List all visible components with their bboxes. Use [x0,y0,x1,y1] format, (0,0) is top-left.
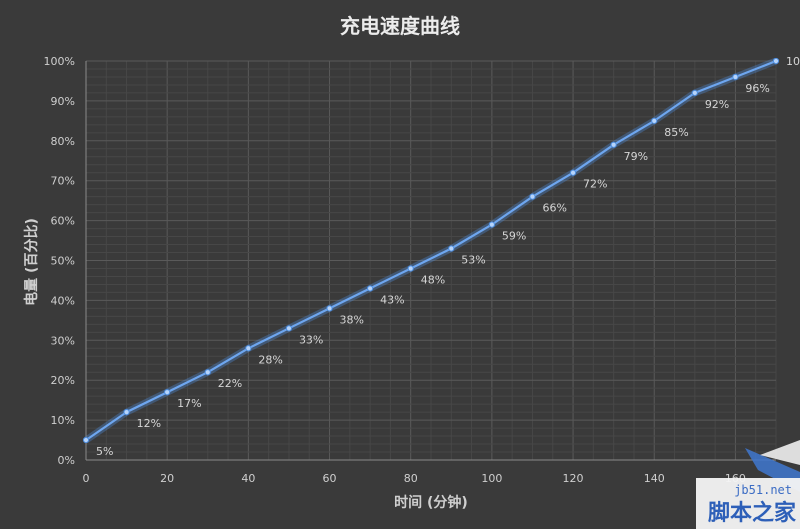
x-tick-label: 60 [323,472,337,485]
data-label: 48% [421,273,445,286]
x-tick-label: 20 [160,472,174,485]
data-label: 72% [583,178,607,191]
x-axis-ticks: 020406080100120140160 [83,472,746,485]
data-label: 33% [299,333,323,346]
y-tick-label: 20% [51,374,75,387]
x-tick-label: 100 [481,472,502,485]
y-tick-label: 100% [44,55,75,68]
data-point [610,141,617,148]
data-label: 17% [177,397,201,410]
data-point [529,193,536,200]
data-point [164,389,171,396]
watermark-domain: jb51.net [734,483,792,497]
x-axis-title: 时间 (分钟) [394,494,468,511]
watermark-site: 脚本之家 [708,500,797,526]
y-tick-label: 40% [51,294,75,307]
data-point [448,245,455,252]
y-axis-title: 电量 (百分比) [23,218,40,306]
data-label: 22% [218,377,242,390]
y-tick-label: 0% [58,454,75,467]
data-label: 96% [745,82,769,95]
data-point [407,265,414,272]
data-point [204,369,211,376]
data-label: 38% [340,313,364,326]
y-tick-label: 80% [51,135,75,148]
series-charging: 5% 12% 17% 22% 28% 33% 38% 43% 48% 53% 59% 66% 72% 79… [82,55,800,458]
data-label: 100% [786,55,800,68]
data-point [691,89,698,97]
watermark: jb51.net 脚本之家 [696,440,800,529]
y-tick-label: 70% [51,175,75,188]
data-label: 59% [502,230,526,243]
y-tick-label: 10% [51,414,75,427]
chart-title: 充电速度曲线 [340,14,460,38]
x-tick-label: 0 [83,472,90,485]
data-label: 92% [705,98,729,111]
data-label: 28% [258,353,282,366]
grid [85,60,777,461]
data-label: 5% [96,445,113,458]
y-tick-label: 90% [51,95,75,108]
data-point [123,409,130,416]
data-point [732,73,739,81]
data-label: 12% [137,417,161,430]
x-tick-label: 80 [404,472,418,485]
data-point [285,325,293,332]
data-point [488,221,495,228]
series-line [85,59,777,442]
data-point [245,345,252,352]
data-point [367,285,374,292]
data-label: 66% [542,202,566,215]
data-label: 79% [624,150,648,163]
data-label: 43% [380,293,404,306]
y-axis-ticks: 0% 10% 20% 30% 40% 50% 60% 70% 80% 90% 100% [44,55,75,467]
y-tick-label: 60% [51,215,75,228]
data-label: 53% [461,254,485,267]
y-tick-label: 50% [51,255,75,268]
data-point [772,57,780,65]
data-point [651,117,658,124]
x-tick-label: 140 [644,472,665,485]
data-point [326,305,333,312]
y-tick-label: 30% [51,334,75,347]
data-point [82,436,90,444]
x-tick-label: 120 [563,472,584,485]
x-tick-label: 40 [241,472,255,485]
data-point [569,169,577,176]
data-label: 85% [664,126,688,139]
